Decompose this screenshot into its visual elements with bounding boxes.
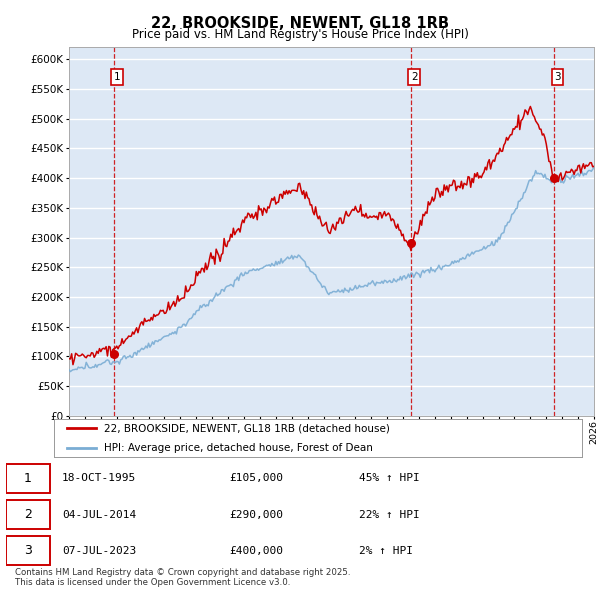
Text: 2: 2	[24, 508, 32, 521]
Text: £290,000: £290,000	[229, 510, 283, 520]
Text: 3: 3	[24, 545, 32, 558]
Text: 22, BROOKSIDE, NEWENT, GL18 1RB: 22, BROOKSIDE, NEWENT, GL18 1RB	[151, 16, 449, 31]
Text: Contains HM Land Registry data © Crown copyright and database right 2025.
This d: Contains HM Land Registry data © Crown c…	[15, 568, 350, 587]
Text: 22% ↑ HPI: 22% ↑ HPI	[359, 510, 419, 520]
FancyBboxPatch shape	[6, 536, 50, 565]
Text: HPI: Average price, detached house, Forest of Dean: HPI: Average price, detached house, Fore…	[104, 442, 373, 453]
Text: 1: 1	[24, 472, 32, 485]
Text: £400,000: £400,000	[229, 546, 283, 556]
Text: 1: 1	[113, 72, 120, 82]
Text: 18-OCT-1995: 18-OCT-1995	[62, 473, 136, 483]
Text: 22, BROOKSIDE, NEWENT, GL18 1RB (detached house): 22, BROOKSIDE, NEWENT, GL18 1RB (detache…	[104, 424, 390, 434]
FancyBboxPatch shape	[6, 464, 50, 493]
Text: Price paid vs. HM Land Registry's House Price Index (HPI): Price paid vs. HM Land Registry's House …	[131, 28, 469, 41]
Text: 07-JUL-2023: 07-JUL-2023	[62, 546, 136, 556]
FancyBboxPatch shape	[6, 500, 50, 529]
Text: 3: 3	[554, 72, 561, 82]
Text: 45% ↑ HPI: 45% ↑ HPI	[359, 473, 419, 483]
Text: £105,000: £105,000	[229, 473, 283, 483]
Text: 2% ↑ HPI: 2% ↑ HPI	[359, 546, 413, 556]
Text: 2: 2	[411, 72, 418, 82]
Text: 04-JUL-2014: 04-JUL-2014	[62, 510, 136, 520]
